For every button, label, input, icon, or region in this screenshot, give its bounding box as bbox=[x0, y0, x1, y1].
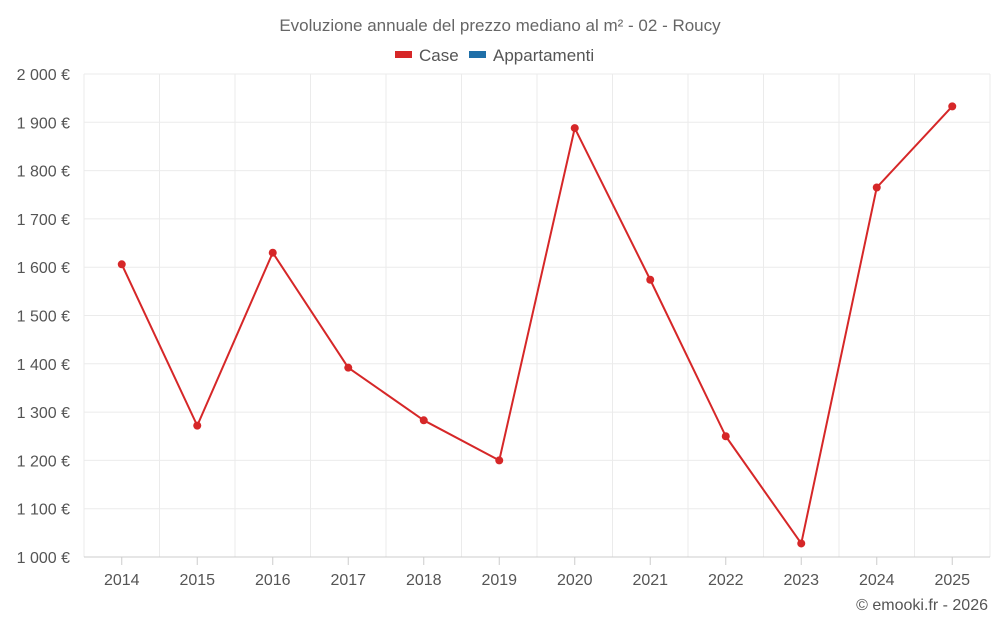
x-axis: 2014 2015 2016 2017 2018 2019 2020 2021 2022 2023… bbox=[84, 556, 990, 589]
credit-text: © emooki.fr - 2026 bbox=[856, 597, 988, 614]
y-tick-label: 1 900 € bbox=[17, 115, 70, 132]
legend-label-appartamenti: Appartamenti bbox=[493, 46, 594, 65]
data-point[interactable] bbox=[721, 432, 730, 441]
data-point[interactable] bbox=[268, 248, 277, 257]
data-point[interactable] bbox=[344, 363, 353, 372]
legend: Case Appartamenti bbox=[395, 46, 594, 65]
x-tick-label: 2019 bbox=[481, 572, 517, 589]
y-tick-label: 1 400 € bbox=[17, 357, 70, 374]
x-tick-label: 2024 bbox=[859, 572, 895, 589]
chart-title: Evoluzione annuale del prezzo mediano al… bbox=[279, 16, 721, 35]
legend-swatch-case bbox=[395, 51, 412, 58]
x-tick-label: 2017 bbox=[330, 572, 366, 589]
data-point[interactable] bbox=[570, 124, 579, 133]
data-point[interactable] bbox=[193, 421, 202, 430]
x-tick-label: 2014 bbox=[104, 572, 140, 589]
y-tick-label: 1 700 € bbox=[17, 212, 70, 229]
legend-swatch-appartamenti bbox=[469, 51, 486, 58]
x-tick-label: 2023 bbox=[783, 572, 819, 589]
x-tick-label: 2025 bbox=[934, 572, 970, 589]
legend-item-case[interactable]: Case bbox=[395, 46, 459, 65]
data-point[interactable] bbox=[948, 102, 957, 111]
y-tick-label: 2 000 € bbox=[17, 67, 70, 84]
y-tick-label: 1 600 € bbox=[17, 260, 70, 277]
data-point[interactable] bbox=[797, 539, 806, 548]
legend-item-appartamenti[interactable]: Appartamenti bbox=[469, 46, 594, 65]
x-tick-label: 2020 bbox=[557, 572, 593, 589]
grid bbox=[83, 73, 991, 557]
y-tick-label: 1 300 € bbox=[17, 405, 70, 422]
y-axis: 1 000 € 1 100 € 1 200 € 1 300 € 1 400 € 1 500… bbox=[17, 67, 70, 567]
x-tick-label: 2018 bbox=[406, 572, 442, 589]
series-line-case bbox=[120, 105, 953, 545]
y-tick-label: 1 000 € bbox=[17, 550, 70, 567]
data-point[interactable] bbox=[117, 260, 126, 269]
data-point[interactable] bbox=[872, 183, 881, 192]
data-point[interactable] bbox=[419, 416, 428, 425]
data-point[interactable] bbox=[495, 456, 504, 465]
x-tick-label: 2021 bbox=[632, 572, 668, 589]
x-tick-label: 2015 bbox=[179, 572, 215, 589]
data-point[interactable] bbox=[646, 275, 655, 284]
y-tick-label: 1 500 € bbox=[17, 309, 70, 326]
series bbox=[117, 102, 957, 548]
x-tick-label: 2022 bbox=[708, 572, 744, 589]
legend-label-case: Case bbox=[419, 46, 459, 65]
y-tick-label: 1 200 € bbox=[17, 453, 70, 470]
x-tick-label: 2016 bbox=[255, 572, 291, 589]
y-tick-label: 1 800 € bbox=[17, 164, 70, 181]
y-tick-label: 1 100 € bbox=[17, 502, 70, 519]
